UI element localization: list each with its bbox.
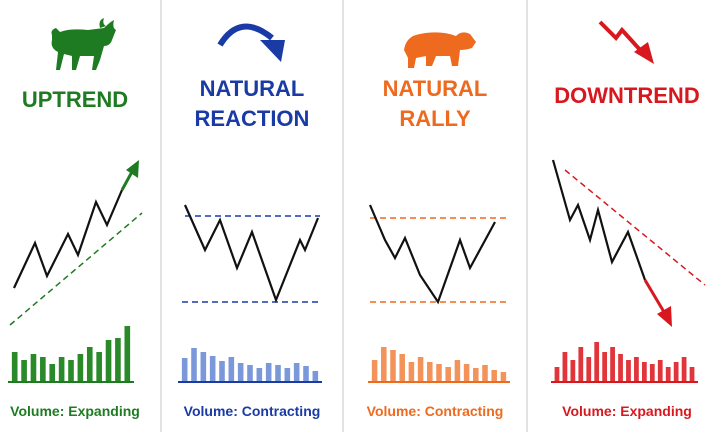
volume-bar	[626, 360, 631, 382]
volume-bar	[86, 347, 93, 382]
volume-bar	[68, 360, 74, 382]
volume-bar	[665, 367, 671, 382]
volume-bar	[209, 356, 216, 382]
volume-bar	[200, 352, 207, 382]
volume-bar	[673, 362, 679, 382]
price-lines	[9, 159, 706, 327]
volume-bar	[570, 360, 576, 382]
reaction-arrow-icon	[217, 23, 285, 62]
volume-bar	[265, 363, 272, 382]
volume-bar	[408, 362, 415, 382]
volume-bar	[124, 326, 131, 382]
volume-bar	[284, 368, 291, 382]
volume-bar	[562, 352, 568, 382]
volume-bar	[312, 371, 319, 382]
volume-bar	[602, 352, 608, 382]
volume-bar	[228, 357, 235, 382]
volume-bar	[247, 365, 253, 382]
volume-bar	[454, 360, 461, 382]
volume-bar	[105, 340, 112, 382]
volume-bar	[594, 342, 600, 382]
bull-icon	[51, 18, 116, 70]
volume-bar	[399, 354, 405, 382]
volume-bar	[618, 354, 623, 382]
volume-bar	[11, 352, 18, 382]
bear-icon	[404, 32, 476, 68]
volume-bar	[634, 357, 639, 382]
volume-bar	[49, 364, 56, 382]
volume-bar	[58, 357, 65, 382]
volume-caption: Volume: Expanding	[10, 403, 140, 419]
volume-bar	[275, 365, 281, 382]
volume-bar	[390, 350, 396, 382]
volume-bar	[500, 372, 507, 382]
panel-title: NATURAL	[383, 76, 488, 101]
volume-bar	[427, 362, 433, 382]
volume-bar	[21, 360, 27, 382]
volume-caption: Volume: Contracting	[367, 403, 504, 419]
volume-bar	[689, 367, 695, 382]
volume-bar	[417, 357, 424, 382]
volume-bar	[77, 354, 84, 382]
volume-bar	[40, 357, 46, 382]
volume-bar	[649, 364, 655, 382]
volume-caption: Volume: Contracting	[184, 403, 321, 419]
volume-bar	[256, 368, 263, 382]
volume-bar	[681, 357, 687, 382]
panel-title: RALLY	[399, 106, 471, 131]
volume-bar	[181, 358, 188, 382]
volume-bar	[491, 370, 497, 382]
volume-caption: Volume: Expanding	[562, 403, 692, 419]
volume-bar	[482, 365, 488, 382]
volume-bar	[30, 354, 37, 382]
volume-bar	[293, 363, 300, 382]
panel-title: DOWNTREND	[554, 83, 699, 108]
volume-bar	[191, 348, 197, 382]
volume-bar	[641, 362, 647, 382]
volume-bar	[96, 352, 102, 382]
volume-bar	[237, 363, 244, 382]
volume-bar	[381, 347, 387, 382]
volume-bar	[463, 364, 470, 382]
volume-bar	[610, 347, 615, 382]
panel-title: UPTREND	[22, 87, 128, 112]
panel-title: NATURAL	[200, 76, 305, 101]
volume-bar	[578, 347, 584, 382]
volume-bar	[219, 361, 225, 382]
dividers	[160, 0, 528, 432]
volume-bar	[657, 360, 663, 382]
volume-bar	[436, 364, 442, 382]
volume-bar	[445, 367, 451, 382]
volume-bar	[115, 338, 121, 382]
volume-bar	[371, 360, 378, 382]
volume-bar	[554, 367, 560, 382]
volume-bar	[473, 368, 479, 382]
volume-bar	[586, 357, 592, 382]
volume-bar	[303, 366, 309, 382]
downtrend-arrow-icon	[598, 20, 654, 64]
panel-title: REACTION	[195, 106, 310, 131]
